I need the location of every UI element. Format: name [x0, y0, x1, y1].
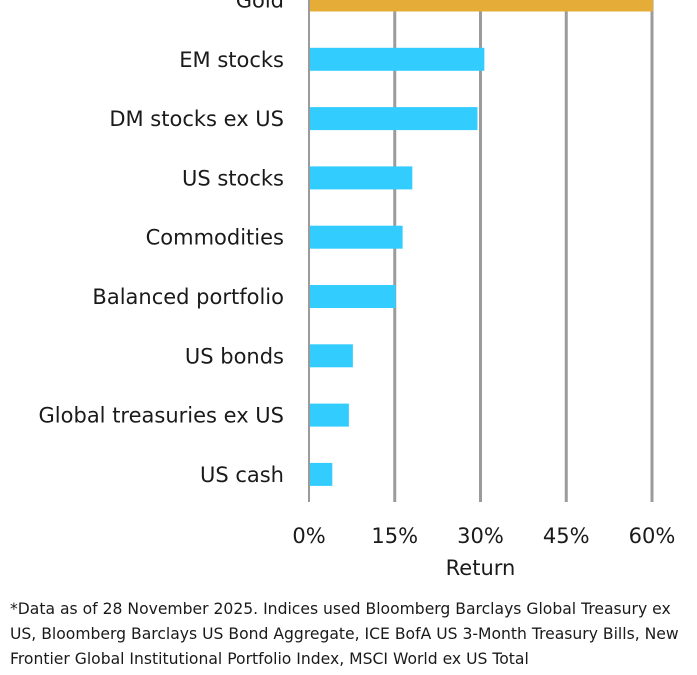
gridlines [308, 0, 654, 502]
footnote: *Data as of 28 November 2025. Indices us… [10, 600, 679, 668]
x-tick-label: 15% [371, 524, 418, 548]
category-label: Commodities [146, 226, 284, 250]
bar-dm-stocks-ex-us [310, 107, 478, 131]
category-label: Global treasuries ex US [39, 404, 284, 428]
category-label: US cash [200, 463, 284, 487]
category-label: Balanced portfolio [92, 285, 284, 309]
bar-us-bonds [310, 344, 353, 368]
x-tick-label: 45% [543, 524, 590, 548]
bar-em-stocks [310, 47, 485, 71]
bars [310, 0, 653, 486]
bar-us-cash [310, 462, 333, 486]
bar-commodities [310, 225, 403, 249]
category-label: DM stocks ex US [109, 107, 284, 131]
category-label: EM stocks [179, 48, 284, 72]
x-tick-label: 0% [292, 524, 325, 548]
bar-chart: Gold EM stocks DM stocks ex US US stocks Com… [39, 0, 675, 580]
category-label: US stocks [182, 166, 284, 190]
bar-balanced-portfolio [310, 285, 396, 308]
category-label: Gold [236, 0, 284, 13]
category-labels: Gold EM stocks DM stocks ex US US stocks Com… [39, 0, 284, 487]
x-tick-labels: 0% 15% 30% 45% 60% [292, 524, 675, 548]
x-tick-label: 30% [457, 524, 504, 548]
bar-gold [310, 0, 653, 12]
x-axis-title: Return [446, 556, 516, 580]
bar-global-treasuries-ex-us [310, 403, 349, 427]
category-label: US bonds [185, 344, 284, 368]
bar-us-stocks [310, 166, 413, 190]
x-tick-label: 60% [629, 524, 676, 548]
